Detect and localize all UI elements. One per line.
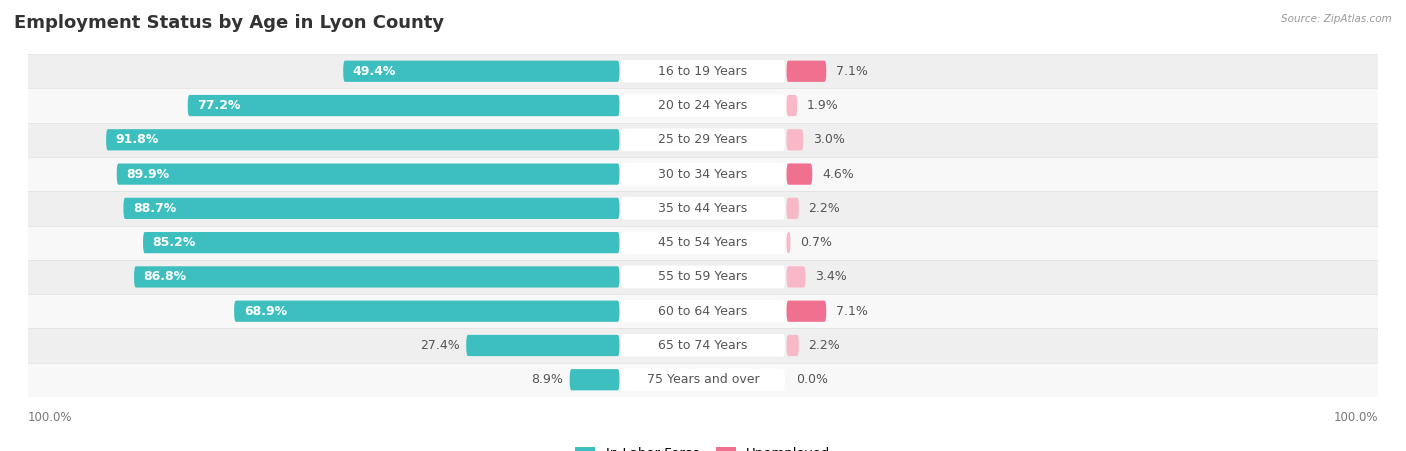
Bar: [28, 260, 1378, 294]
FancyBboxPatch shape: [621, 60, 785, 83]
Text: 7.1%: 7.1%: [837, 305, 868, 318]
Text: 88.7%: 88.7%: [134, 202, 176, 215]
Text: 20 to 24 Years: 20 to 24 Years: [658, 99, 748, 112]
Text: 55 to 59 Years: 55 to 59 Years: [658, 271, 748, 283]
Legend: In Labor Force, Unemployed: In Labor Force, Unemployed: [571, 442, 835, 451]
Text: 27.4%: 27.4%: [420, 339, 460, 352]
FancyBboxPatch shape: [786, 129, 803, 151]
Bar: [28, 226, 1378, 260]
Text: 89.9%: 89.9%: [127, 168, 170, 180]
FancyBboxPatch shape: [235, 300, 620, 322]
FancyBboxPatch shape: [188, 95, 620, 116]
FancyBboxPatch shape: [786, 266, 806, 288]
Bar: [28, 328, 1378, 363]
FancyBboxPatch shape: [786, 60, 827, 82]
Text: Source: ZipAtlas.com: Source: ZipAtlas.com: [1281, 14, 1392, 23]
Text: 2.2%: 2.2%: [808, 339, 841, 352]
FancyBboxPatch shape: [786, 232, 790, 253]
Text: 100.0%: 100.0%: [1333, 411, 1378, 424]
Bar: [28, 294, 1378, 328]
Text: 68.9%: 68.9%: [243, 305, 287, 318]
Text: 3.0%: 3.0%: [813, 133, 845, 146]
FancyBboxPatch shape: [105, 129, 620, 151]
FancyBboxPatch shape: [569, 369, 620, 391]
Text: 30 to 34 Years: 30 to 34 Years: [658, 168, 748, 180]
Text: 4.6%: 4.6%: [823, 168, 853, 180]
Bar: [28, 123, 1378, 157]
Text: 16 to 19 Years: 16 to 19 Years: [658, 65, 748, 78]
FancyBboxPatch shape: [621, 368, 785, 391]
Text: 0.7%: 0.7%: [800, 236, 832, 249]
Text: 49.4%: 49.4%: [353, 65, 396, 78]
Text: 7.1%: 7.1%: [837, 65, 868, 78]
Text: 3.4%: 3.4%: [815, 271, 846, 283]
Text: 0.0%: 0.0%: [796, 373, 828, 386]
FancyBboxPatch shape: [786, 95, 797, 116]
Text: 91.8%: 91.8%: [115, 133, 159, 146]
FancyBboxPatch shape: [143, 232, 620, 253]
FancyBboxPatch shape: [621, 334, 785, 357]
FancyBboxPatch shape: [786, 300, 827, 322]
FancyBboxPatch shape: [621, 94, 785, 117]
FancyBboxPatch shape: [343, 60, 620, 82]
Bar: [28, 363, 1378, 397]
Text: 45 to 54 Years: 45 to 54 Years: [658, 236, 748, 249]
FancyBboxPatch shape: [621, 129, 785, 151]
Text: 1.9%: 1.9%: [807, 99, 838, 112]
Text: 35 to 44 Years: 35 to 44 Years: [658, 202, 748, 215]
FancyBboxPatch shape: [621, 231, 785, 254]
FancyBboxPatch shape: [621, 197, 785, 220]
Bar: [28, 88, 1378, 123]
Text: 25 to 29 Years: 25 to 29 Years: [658, 133, 748, 146]
FancyBboxPatch shape: [134, 266, 620, 288]
FancyBboxPatch shape: [117, 163, 620, 185]
Text: 60 to 64 Years: 60 to 64 Years: [658, 305, 748, 318]
Bar: [28, 191, 1378, 226]
Text: 85.2%: 85.2%: [153, 236, 195, 249]
FancyBboxPatch shape: [621, 300, 785, 322]
FancyBboxPatch shape: [786, 163, 813, 185]
FancyBboxPatch shape: [621, 266, 785, 288]
Text: 65 to 74 Years: 65 to 74 Years: [658, 339, 748, 352]
FancyBboxPatch shape: [124, 198, 620, 219]
Text: 2.2%: 2.2%: [808, 202, 841, 215]
Bar: [28, 157, 1378, 191]
Text: 75 Years and over: 75 Years and over: [647, 373, 759, 386]
Text: 86.8%: 86.8%: [143, 271, 187, 283]
Bar: [28, 54, 1378, 88]
FancyBboxPatch shape: [786, 198, 799, 219]
FancyBboxPatch shape: [467, 335, 620, 356]
FancyBboxPatch shape: [621, 163, 785, 185]
Text: 8.9%: 8.9%: [531, 373, 564, 386]
FancyBboxPatch shape: [786, 335, 799, 356]
Text: Employment Status by Age in Lyon County: Employment Status by Age in Lyon County: [14, 14, 444, 32]
Text: 77.2%: 77.2%: [197, 99, 240, 112]
Text: 100.0%: 100.0%: [28, 411, 73, 424]
